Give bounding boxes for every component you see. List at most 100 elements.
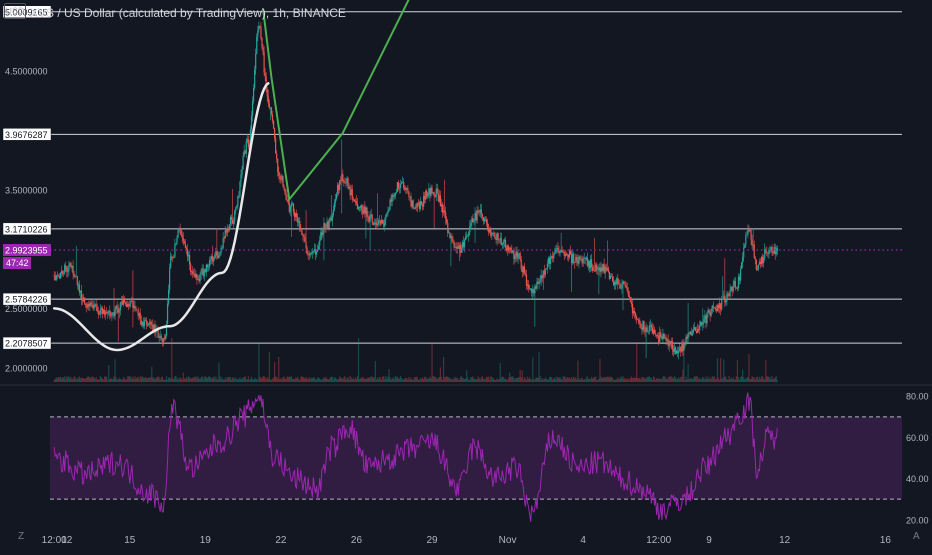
- candle-body: [333, 202, 336, 210]
- candle-body: [79, 290, 82, 293]
- candle-body: [375, 222, 377, 225]
- volume-bar: [193, 377, 195, 382]
- volume-bar: [305, 376, 307, 382]
- candle-body: [515, 251, 517, 257]
- timezone-toggle[interactable]: Z: [18, 531, 25, 542]
- candle-body: [462, 242, 465, 248]
- candle-body: [537, 281, 539, 284]
- volume-bar: [692, 378, 694, 382]
- candle-body: [229, 216, 232, 225]
- volume-bar: [644, 378, 646, 382]
- volume-bar: [478, 377, 480, 382]
- volume-bar: [325, 376, 327, 382]
- volume-bar: [188, 377, 191, 382]
- auto-scale-toggle[interactable]: A: [913, 531, 920, 542]
- candle-body: [305, 241, 307, 249]
- candle-body: [670, 340, 672, 345]
- candle-body: [108, 310, 110, 313]
- candle-body: [726, 293, 728, 302]
- volume-bar: [302, 376, 304, 382]
- candle-body: [164, 335, 167, 339]
- volume-bar: [502, 377, 504, 382]
- candle-body: [361, 205, 363, 210]
- candle-body: [63, 272, 65, 274]
- candle-body: [616, 278, 618, 284]
- candle-body: [299, 220, 301, 229]
- volume-bar: [773, 378, 775, 382]
- volume-bar: [515, 378, 517, 382]
- candle-body: [133, 305, 135, 308]
- candle-body: [273, 128, 276, 139]
- candle-body: [762, 256, 764, 264]
- candle-body: [573, 253, 575, 263]
- candle-body: [137, 309, 139, 316]
- currency-badge[interactable]: USD: [4, 3, 26, 19]
- candle-body: [481, 214, 483, 218]
- volume-bar: [526, 376, 529, 382]
- candle-body: [418, 202, 421, 209]
- volume-bar: [211, 378, 213, 382]
- volume-bar: [257, 379, 259, 382]
- candle-body: [323, 223, 325, 230]
- volume-bar: [430, 378, 432, 382]
- candle-body: [436, 188, 438, 194]
- price-axis-label: 3.5000000: [5, 185, 48, 195]
- volume-bar: [334, 377, 337, 382]
- volume-bar: [628, 379, 630, 382]
- candle-body: [444, 210, 446, 213]
- candle-body: [672, 349, 675, 352]
- volume-bar: [116, 379, 118, 382]
- candle-body: [384, 219, 386, 227]
- candle-body: [402, 182, 404, 183]
- candle-body: [66, 267, 68, 272]
- volume-bar: [335, 378, 338, 382]
- candle-body: [587, 261, 589, 266]
- volume-bar: [66, 376, 68, 382]
- volume-bar: [522, 379, 524, 382]
- volume-bar: [480, 377, 482, 382]
- candle-body: [458, 245, 460, 249]
- candle-body: [81, 300, 84, 302]
- level-label: 5.0009165: [5, 7, 48, 17]
- candle-body: [325, 227, 327, 230]
- candle-body: [405, 188, 407, 190]
- volume-bar: [85, 378, 87, 382]
- volume-bar: [301, 376, 303, 382]
- candle-body: [416, 202, 418, 208]
- volume-bar: [355, 378, 358, 382]
- candle-body: [404, 187, 406, 190]
- volume-bar: [366, 378, 368, 382]
- candle-body: [691, 332, 693, 336]
- candle-body: [659, 332, 661, 343]
- candle-body: [203, 269, 205, 277]
- candle-body: [407, 188, 409, 192]
- volume-bar: [233, 377, 235, 382]
- volume-bar: [437, 378, 439, 382]
- candle-body: [373, 223, 375, 225]
- candle-body: [521, 268, 523, 273]
- candle-body: [237, 196, 239, 207]
- volume-bar: [413, 377, 415, 382]
- candle-body: [609, 275, 612, 279]
- volume-bar: [342, 379, 344, 382]
- candle-body: [119, 302, 121, 311]
- volume-bar: [679, 379, 681, 382]
- volume-bar: [228, 376, 231, 382]
- volume-bar: [307, 379, 309, 382]
- volume-bar: [711, 376, 713, 382]
- volume-bar: [630, 376, 633, 382]
- candle-body: [755, 259, 757, 270]
- candle-body: [102, 309, 105, 314]
- candle-body: [737, 276, 740, 289]
- candle-body: [569, 250, 572, 254]
- volume-bar: [563, 376, 565, 382]
- volume-bar: [775, 376, 777, 382]
- volume-bar: [398, 378, 401, 382]
- volume-bar: [749, 379, 751, 382]
- candle-body: [477, 210, 479, 213]
- candle-body: [296, 213, 298, 218]
- volume-bar: [115, 377, 117, 382]
- rsi-line: [53, 392, 778, 522]
